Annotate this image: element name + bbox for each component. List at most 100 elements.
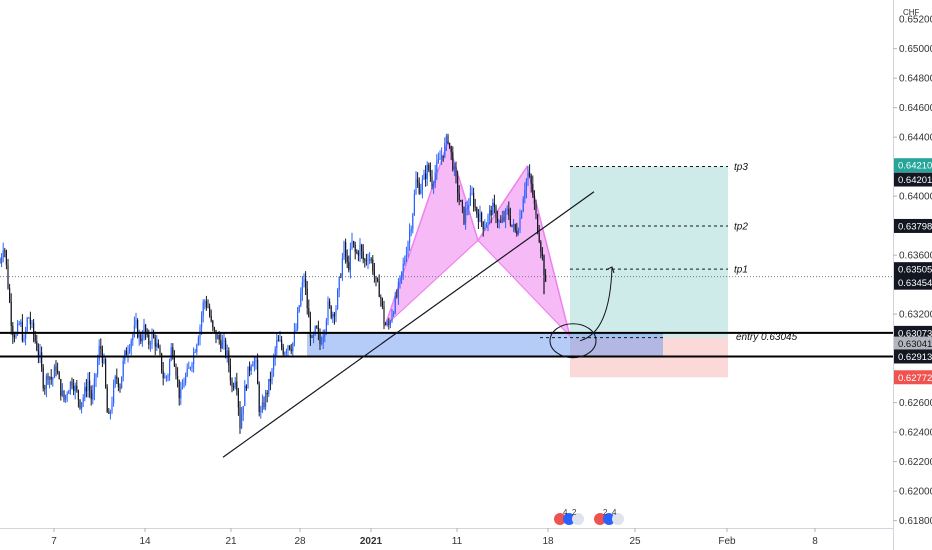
candle-body [359,245,361,256]
entry-label: entry 0.63045 [736,332,798,343]
candle-body [138,334,140,338]
time-axis[interactable]: 7 14 21 28 2021 11 18 25 Feb 8 [51,528,818,547]
candle-body [519,217,521,231]
candle-body [333,314,335,317]
candle-body [458,193,460,201]
candle-body [397,282,399,297]
tp2-label: tp2 [734,221,748,232]
candle-body [401,271,403,277]
candle-body [503,217,505,220]
candle-body [497,218,499,222]
candle-body [303,279,305,283]
candle-body [412,214,414,230]
candle-body [135,320,137,325]
candle-body [517,230,519,235]
price-badge-label: 0.63798 [898,221,932,232]
candle-body [103,359,105,363]
candle-body [295,328,297,332]
candle-body [210,315,212,321]
candle-body [223,340,225,342]
price-axis[interactable]: 0.65000 0.64800 0.64600 0.64400 0.64000 0.636… [893,8,932,527]
candle-body [541,251,543,256]
entry-circle [549,323,597,359]
candle-body [282,347,284,355]
candle-body [373,271,375,277]
candle-body [37,350,39,356]
candle-body [201,315,203,328]
candle-body [279,339,281,342]
candle-body [437,159,439,162]
candle-body [343,242,345,259]
candle-body [287,345,289,352]
candle-body [61,390,63,396]
candle-body [365,260,367,261]
demand-zone [307,332,663,357]
candle-body [245,385,247,389]
candle-body [125,350,127,355]
candle-body [266,392,268,395]
candle-body [7,264,9,289]
candle-body [212,320,214,328]
candle-body [421,179,423,190]
candle-body [53,366,55,378]
event-count: 4 [612,508,617,517]
x-tick-label: 11 [452,536,463,547]
candle-body [148,334,150,345]
y-tick-label: 0.64400 [899,133,932,144]
candle-body [255,359,257,362]
candle-body [351,241,353,249]
candle-body [386,323,388,325]
pattern-xb [384,240,479,327]
candle-body [167,375,169,377]
candle-body [93,378,95,393]
candle-body [39,352,41,356]
candle-body [63,390,65,400]
candle-body [186,368,188,376]
candle-body [453,166,455,170]
candle-body [317,327,319,334]
candle-body [276,340,278,349]
price-badge [894,218,932,233]
candle-body [196,344,198,353]
candle-body [465,208,467,224]
candle-body [42,366,44,389]
tp3-label: tp3 [734,162,748,173]
arrow-head [605,266,615,274]
candle-body [378,281,380,297]
candle-body [0,262,1,264]
candle-body [260,411,262,412]
candle-body [482,221,484,230]
x-tick-label: 14 [139,536,151,547]
flag-blue [603,513,615,525]
candle-body [92,392,94,400]
candle-body [337,290,339,309]
candle-body [132,334,134,341]
candle-body [157,343,159,348]
candle-body [346,256,348,262]
candle-body [169,360,171,376]
price-badge-label: 0.62913 [898,352,932,363]
candle-body [362,251,364,260]
candle-body [271,369,273,382]
candle-body [57,370,59,373]
candle-body [173,355,175,367]
candle-body [261,402,263,412]
price-badge-label: 0.62772 [898,373,932,384]
candle-body [485,223,487,228]
candle-body [156,343,158,347]
candle-body [145,325,147,334]
candle-body [146,333,148,335]
candle-body [140,334,142,342]
drawings-layer[interactable] [0,166,893,458]
candle-body [202,302,204,316]
harmonic-pattern[interactable] [384,139,571,338]
candle-body [405,254,407,261]
candle-body [348,261,350,270]
candle-body [90,389,92,400]
